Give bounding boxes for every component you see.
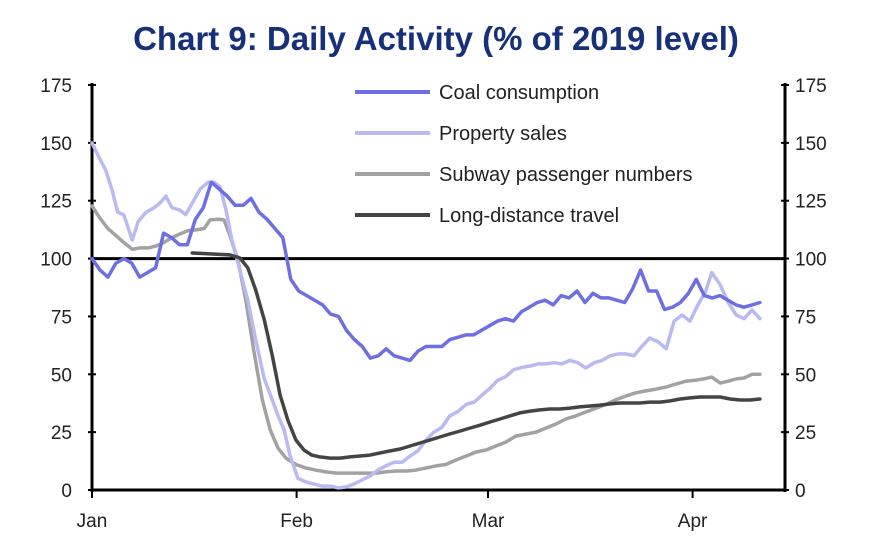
x-tick-label: Mar: [472, 511, 505, 532]
series-line-subway-passenger-numbers: [90, 204, 762, 475]
y-tick-label-right: 150: [795, 134, 827, 155]
y-tick-label-right: 50: [795, 365, 816, 386]
y-tick-label-left: 50: [51, 365, 72, 386]
x-tick-label: Feb: [280, 511, 313, 532]
x-tick-label: Apr: [678, 511, 708, 532]
legend-label: Coal consumption: [439, 82, 599, 104]
legend: Coal consumption Property sales Subway pas…: [355, 82, 692, 227]
y-tick-label-right: 25: [795, 423, 816, 444]
y-tick-label-left: 150: [40, 134, 72, 155]
y-tick-label-right: 175: [795, 76, 827, 97]
y-tick-label-left: 100: [40, 250, 72, 271]
chart-title: Chart 9: Daily Activity (% of 2019 level…: [133, 20, 739, 57]
series-line-long-distance-travel: [190, 251, 762, 460]
y-tick-label-right: 100: [795, 250, 827, 271]
y-tick-label-left: 0: [61, 481, 72, 502]
x-tick-label: Jan: [77, 511, 108, 532]
y-tick-label-left: 125: [40, 192, 72, 213]
legend-label: Long-distance travel: [439, 205, 619, 227]
y-tick-label-left: 175: [40, 76, 72, 97]
axes: 0 0 25 25 50 50 75 75 100 100 125 125 150 150 175 175 Ja…: [40, 76, 826, 532]
y-tick-label-right: 75: [795, 307, 816, 328]
series-line-coal-consumption: [90, 180, 762, 363]
series-lines: [90, 141, 762, 490]
legend-label: Subway passenger numbers: [439, 164, 692, 186]
y-tick-label-right: 125: [795, 192, 827, 213]
series-line-property-sales: [90, 141, 762, 490]
y-tick-label-left: 75: [51, 307, 72, 328]
y-tick-label-right: 0: [795, 481, 806, 502]
legend-label: Property sales: [439, 123, 567, 145]
y-tick-label-left: 25: [51, 423, 72, 444]
